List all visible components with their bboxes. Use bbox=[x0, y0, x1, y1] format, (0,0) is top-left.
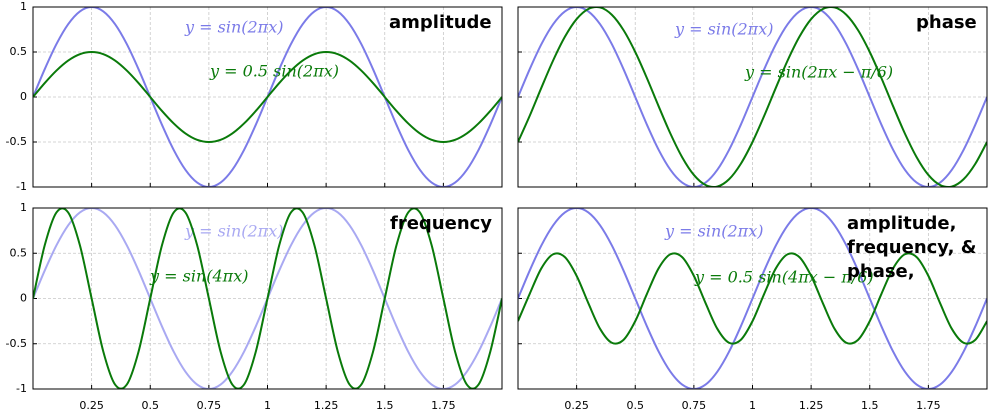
panel-title: amplitude, frequency, & phase, bbox=[847, 213, 977, 282]
plot-frame bbox=[517, 207, 988, 390]
y-tick-label: 0.5 bbox=[10, 246, 28, 259]
x-tick-label: 1 bbox=[749, 399, 756, 411]
line bbox=[518, 7, 987, 187]
series-label: y = sin(2πx − π/6) bbox=[744, 63, 893, 82]
line bbox=[518, 252, 987, 345]
series-label: y = sin(2πx) bbox=[664, 222, 763, 241]
x-tick-label: 1.5 bbox=[861, 399, 879, 411]
plot-frame bbox=[517, 6, 988, 188]
y-tick-label: 0.5 bbox=[10, 45, 28, 58]
x-tick-label: 0.5 bbox=[142, 399, 160, 411]
x-tick-label: 1 bbox=[264, 399, 271, 411]
plot-frame bbox=[32, 207, 503, 390]
x-tick-label: 1.75 bbox=[916, 399, 941, 411]
x-tick-label: 0.75 bbox=[197, 399, 222, 411]
x-tick-label: 0.75 bbox=[682, 399, 707, 411]
y-tick-label: 0 bbox=[20, 90, 27, 103]
y-tick-label: -1 bbox=[16, 382, 27, 395]
line bbox=[518, 208, 987, 389]
series-label: y = sin(2πx) bbox=[674, 20, 773, 39]
plot-frame bbox=[32, 6, 503, 188]
line bbox=[33, 208, 502, 389]
x-tick-label: 1.25 bbox=[799, 399, 824, 411]
x-tick-label: 1.75 bbox=[431, 399, 456, 411]
series-label: y = sin(4πx) bbox=[149, 267, 248, 286]
x-tick-label: 1.5 bbox=[376, 399, 394, 411]
y-tick-label: -0.5 bbox=[6, 337, 27, 350]
series-label: y = 0.5 sin(4πx − π/6) bbox=[694, 268, 874, 287]
panel-title: phase bbox=[916, 12, 977, 33]
panel-title: amplitude bbox=[389, 12, 492, 33]
x-tick-label: 0.25 bbox=[79, 399, 104, 411]
y-tick-label: 1 bbox=[20, 0, 27, 13]
series-label: y = sin(2πx) bbox=[184, 222, 283, 241]
x-tick-label: 1.25 bbox=[314, 399, 339, 411]
series-label: y = 0.5 sin(2πx) bbox=[209, 62, 339, 81]
y-tick-label: -0.5 bbox=[6, 135, 27, 148]
panel-title: frequency bbox=[390, 213, 493, 234]
line bbox=[33, 50, 502, 144]
y-tick-label: -1 bbox=[16, 180, 27, 193]
y-tick-label: 0 bbox=[20, 292, 27, 305]
y-tick-label: 1 bbox=[20, 201, 27, 214]
x-tick-label: 0.25 bbox=[564, 399, 589, 411]
series-label: y = sin(2πx) bbox=[184, 18, 283, 37]
x-tick-label: 0.5 bbox=[627, 399, 645, 411]
